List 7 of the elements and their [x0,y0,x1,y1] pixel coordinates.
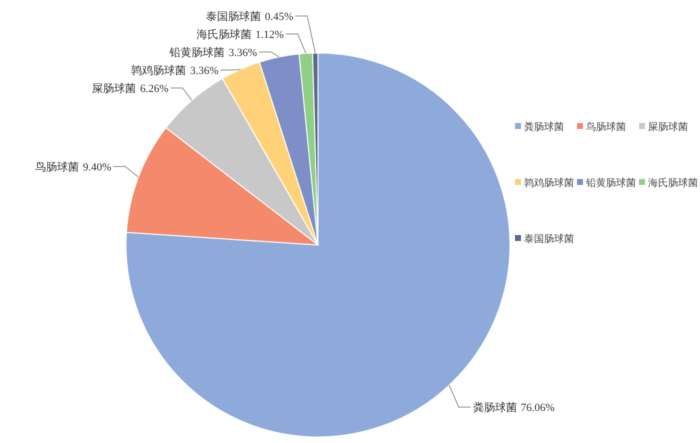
legend-label: 鹑鸡肠球菌 [524,177,574,189]
legend-label: 屎肠球菌 [648,121,688,133]
legend-label: 泰国肠球菌 [524,233,574,245]
legend-label: 鸟肠球菌 [586,121,626,133]
legend-label: 铅黄肠球菌 [585,177,636,189]
legend-label: 海氏肠球菌 [648,177,698,189]
legend-label: 粪肠球菌 [524,121,564,133]
